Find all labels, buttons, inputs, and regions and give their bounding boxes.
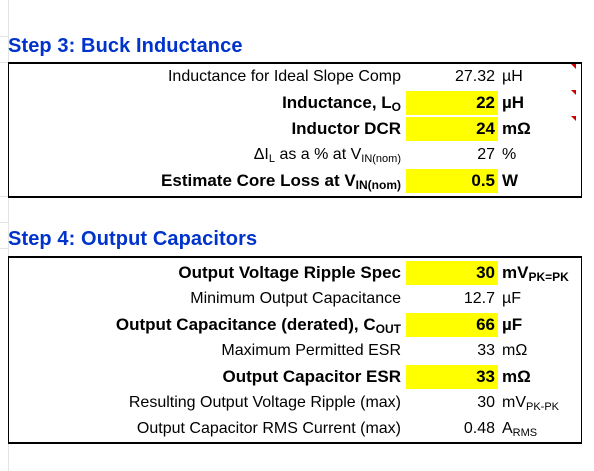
row-label: Minimum Output Capacitance [190,290,401,307]
unit-label: % [502,146,517,163]
comment-marker-icon[interactable] [571,116,576,121]
table-row: Output Capacitor ESR 33 mΩ [9,364,581,390]
unit-label: mΩ [502,119,531,138]
grid-column-line [8,0,9,471]
comment-marker-icon[interactable] [571,64,576,69]
table-row: ΔIL as a % at VIN(nom) 27 % [9,142,581,168]
value-cell[interactable]: 33 [477,342,495,359]
ripple-spec-input[interactable]: 30 [406,261,498,285]
unit-label: µH [502,93,525,112]
table-row: Output Voltage Ripple Spec 30 mVPK=PK [9,260,581,286]
inductance-input[interactable]: 22 [406,91,498,115]
step3-table: Inductance for Ideal Slope Comp 27.32 µH… [8,62,582,198]
row-label: Output Capacitor RMS Current (max) [136,420,401,437]
row-label: Output Capacitor ESR [222,367,401,386]
unit-label: mVPK=PK [502,263,569,284]
step4-title: Step 4: Output Capacitors [8,228,258,250]
row-label: Inductor DCR [291,119,401,138]
grid-row-line [0,196,8,197]
table-row: Inductance, LO 22 µH [9,90,581,116]
grid-row-line [0,36,8,37]
step4-table: Output Voltage Ripple Spec 30 mVPK=PK Mi… [8,256,582,444]
unit-label: ARMS [502,420,538,439]
row-label: Maximum Permitted ESR [221,342,401,359]
table-row: Inductance for Ideal Slope Comp 27.32 µH [9,64,581,90]
unit-label: mΩ [502,342,528,359]
table-row: Output Capacitance (derated), COUT 66 µF [9,312,581,338]
unit-label: W [502,171,519,190]
row-label: Resulting Output Voltage Ripple (max) [128,394,401,411]
inductor-dcr-input[interactable]: 24 [406,117,498,141]
table-row: Inductor DCR 24 mΩ [9,116,581,142]
row-label: Inductance, LO [282,93,401,114]
output-capacitance-input[interactable]: 66 [406,313,498,337]
grid-row-line [0,248,8,249]
table-row: Resulting Output Voltage Ripple (max) 30… [9,390,581,416]
value-cell[interactable]: 0.48 [463,420,495,437]
core-loss-input[interactable]: 0.5 [406,169,498,193]
value-cell[interactable]: 27 [477,146,495,163]
value-cell[interactable]: 30 [477,394,495,411]
value-cell[interactable]: 12.7 [463,290,495,307]
row-label: Estimate Core Loss at VIN(nom) [161,171,401,192]
unit-label: mVPK-PK [502,394,560,413]
table-row: Maximum Permitted ESR 33 mΩ [9,338,581,364]
table-row: Output Capacitor RMS Current (max) 0.48 … [9,416,581,442]
unit-label: µH [502,68,523,85]
grid-row-line [0,222,8,223]
step3-title: Step 3: Buck Inductance [8,35,243,57]
comment-marker-icon[interactable] [571,90,576,95]
unit-label: mΩ [502,367,531,386]
unit-label: µF [502,290,521,307]
table-row: Minimum Output Capacitance 12.7 µF [9,286,581,312]
grid-row-line [0,62,8,63]
row-label: Output Voltage Ripple Spec [178,263,401,282]
capacitor-esr-input[interactable]: 33 [406,365,498,389]
table-row: Estimate Core Loss at VIN(nom) 0.5 W [9,168,581,194]
row-label: Output Capacitance (derated), COUT [115,315,401,336]
unit-label: µF [502,315,523,334]
row-label: ΔIL as a % at VIN(nom) [253,146,401,165]
row-label: Inductance for Ideal Slope Comp [167,68,401,85]
value-cell[interactable]: 27.32 [454,68,495,85]
